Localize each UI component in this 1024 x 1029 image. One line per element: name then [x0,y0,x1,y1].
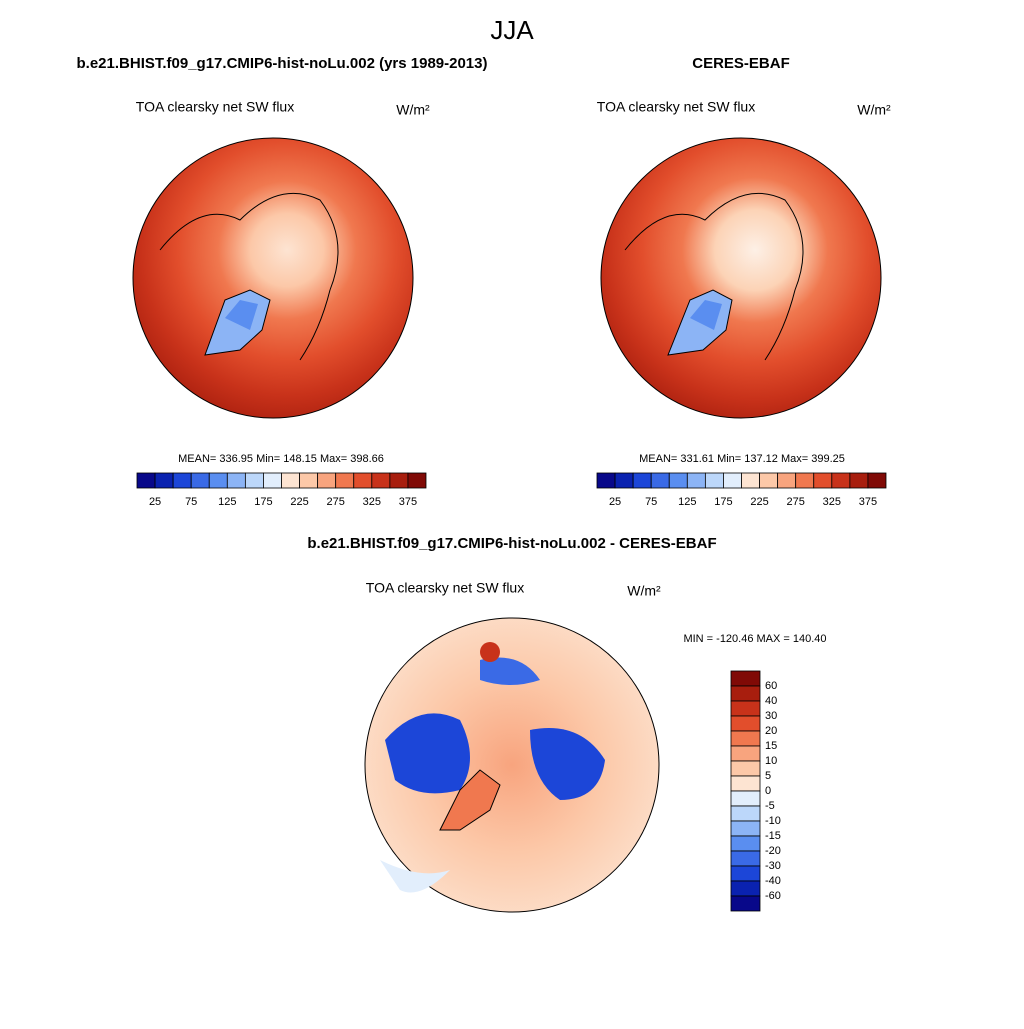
colorbar-label: 325 [363,496,381,508]
colorbar-box [154,472,174,489]
panel-title: CERES-EBAF [692,55,790,72]
colorbar-box [650,472,670,489]
colorbar-label: 225 [290,496,308,508]
figure-title: JJA [490,15,534,45]
colorbar-box [244,472,264,489]
colorbar-box [730,700,761,717]
colorbar-box [730,775,761,792]
colorbar-box [686,472,706,489]
colorbar-label: 375 [399,496,417,508]
colorbar-label: 275 [787,496,805,508]
map [132,137,414,419]
colorbar-box [730,715,761,732]
colorbar-box [317,472,337,489]
colorbar-label: 275 [327,496,345,508]
colorbar-box [596,472,616,489]
colorbar-box [730,865,761,882]
colorbar-box [407,472,427,489]
colorbar: 60 40 30 20 15 10 5 0 -5 -10 -15 -20 -30 -40 -60 [730,670,781,912]
colorbar-box [172,472,192,489]
colorbar-box [730,670,761,687]
colorbar-label: 325 [823,496,841,508]
colorbar-box [730,820,761,837]
colorbar: 25 75 125 175 225 275 325 375 [136,472,427,508]
colorbar-box [730,685,761,702]
colorbar-box [226,472,246,489]
colorbar-box [759,472,779,489]
colorbar-label: 60 [765,680,777,692]
colorbar-label: 125 [218,496,236,508]
colorbar-box [668,472,688,489]
variable-label: TOA clearsky net SW flux [597,99,755,115]
colorbar-box [741,472,760,489]
colorbar-box [281,472,300,489]
colorbar-label: -5 [765,800,775,812]
colorbar-label: 20 [765,725,777,737]
colorbar-box [730,880,761,897]
colorbar-box [723,472,742,489]
units-label: W/m² [627,583,661,599]
colorbar-box [831,472,851,489]
colorbar-box [208,472,228,489]
colorbar-label: -40 [765,875,781,887]
colorbar-box [849,472,869,489]
colorbar-label: 75 [645,496,657,508]
colorbar-box [795,472,815,489]
colorbar-label: 375 [859,496,877,508]
colorbar-box [190,472,210,489]
variable-label: TOA clearsky net SW flux [136,99,294,115]
colorbar-box [389,472,409,489]
colorbar-label: 25 [609,496,621,508]
colorbar-box [730,805,761,822]
colorbar-label: -10 [765,815,781,827]
colorbar-box [813,472,833,489]
colorbar-box [614,472,634,489]
colorbar-box [632,472,652,489]
panel-title: b.e21.BHIST.f09_g17.CMIP6-hist-noLu.002 … [307,535,716,552]
colorbar-label: -20 [765,845,781,857]
colorbar-box [371,472,391,489]
colorbar-label: 125 [678,496,696,508]
map [364,617,660,913]
colorbar-box [704,472,724,489]
colorbar-label: 30 [765,710,777,722]
units-label: W/m² [857,102,891,118]
colorbar-label: 10 [765,755,777,767]
colorbar-box [299,472,319,489]
colorbar-label: 40 [765,695,777,707]
colorbar-box [867,472,887,489]
colorbar: 25 75 125 175 225 275 325 375 [596,472,887,508]
stats-label: MEAN= 331.61 Min= 137.12 Max= 399.25 [639,453,845,465]
colorbar-label: -15 [765,830,781,842]
colorbar-box [335,472,355,489]
colorbar-box [730,760,761,777]
colorbar-box [730,730,761,747]
panel-title: b.e21.BHIST.f09_g17.CMIP6-hist-noLu.002 … [77,55,488,72]
colorbar-box [730,790,761,807]
colorbar-box [263,472,282,489]
colorbar-box [353,472,373,489]
colorbar-box [730,745,761,762]
colorbar-label: 225 [750,496,768,508]
stats-label: MIN = -120.46 MAX = 140.40 [683,633,826,645]
stats-label: MEAN= 336.95 Min= 148.15 Max= 398.66 [178,453,384,465]
colorbar-box [730,895,761,912]
colorbar-label: -30 [765,860,781,872]
colorbar-box [730,850,761,867]
variable-label: TOA clearsky net SW flux [366,580,524,596]
colorbar-label: 25 [149,496,161,508]
colorbar-label: 0 [765,785,771,797]
colorbar-label: 5 [765,770,771,782]
colorbar-box [136,472,156,489]
colorbar-label: 15 [765,740,777,752]
colorbar-label: 75 [185,496,197,508]
units-label: W/m² [396,102,430,118]
colorbar-box [730,835,761,852]
colorbar-label: -60 [765,890,781,902]
map [600,137,882,419]
colorbar-box [777,472,797,489]
colorbar-label: 175 [714,496,732,508]
colorbar-label: 175 [254,496,272,508]
